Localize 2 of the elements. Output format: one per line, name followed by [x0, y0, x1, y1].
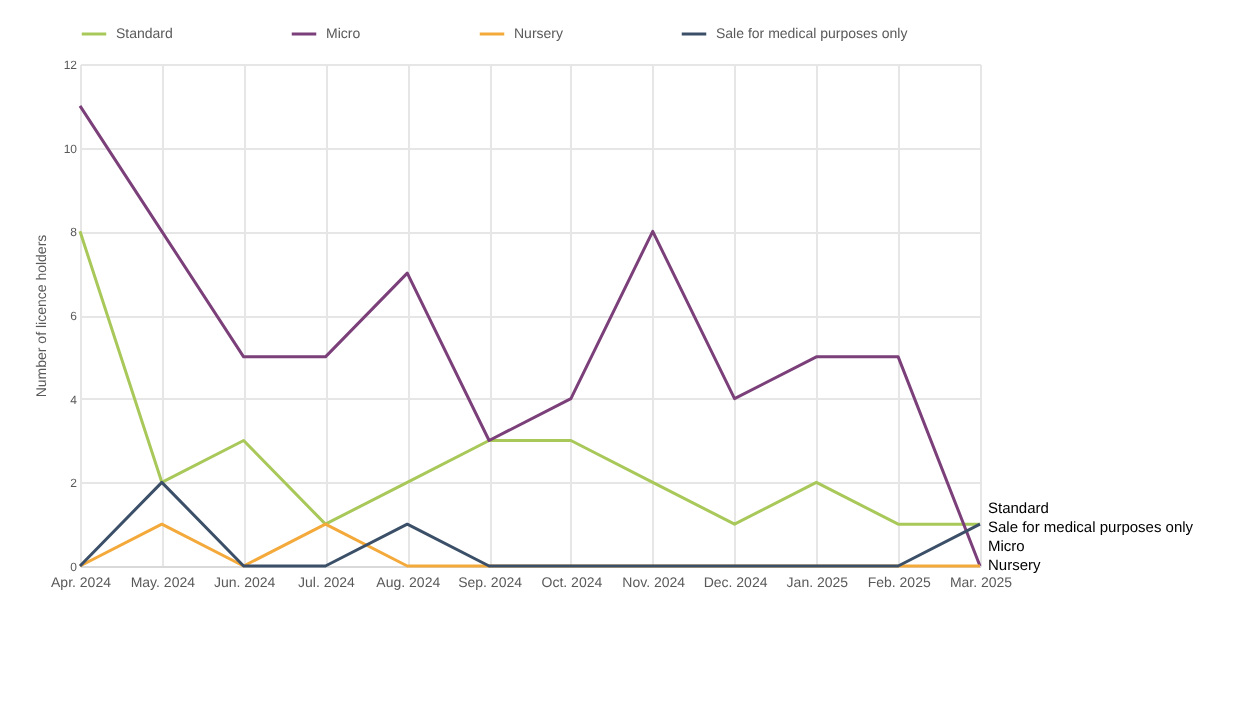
- line-series: [78, 229, 982, 526]
- line-series: [78, 104, 982, 568]
